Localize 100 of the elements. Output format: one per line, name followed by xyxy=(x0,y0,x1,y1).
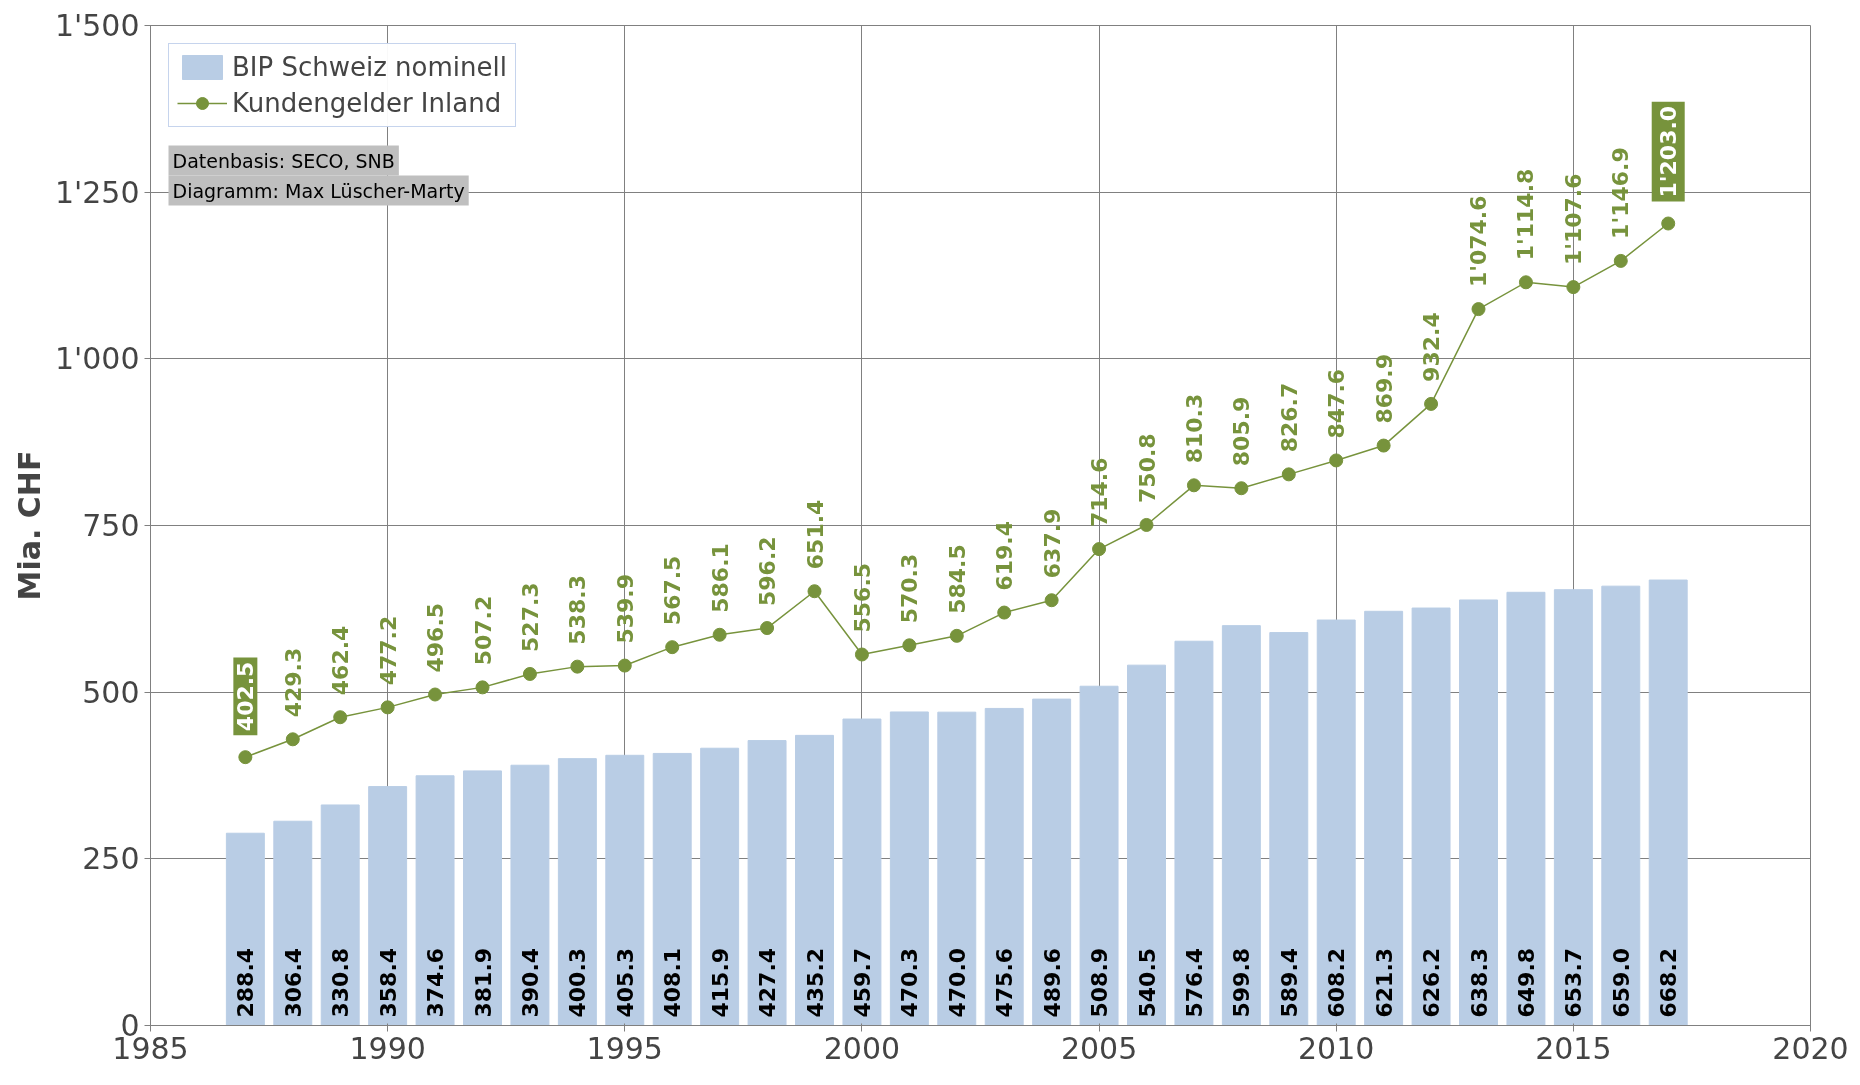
data-label: 1'107.6 xyxy=(1560,173,1586,266)
point xyxy=(333,710,348,725)
data-label: 638.3 xyxy=(1466,947,1492,1018)
bar xyxy=(1506,591,1546,1026)
data-label: 586.1 xyxy=(707,543,733,613)
data-label: 659.0 xyxy=(1608,947,1634,1018)
data-label: 508.9 xyxy=(1087,947,1113,1018)
data-label: 847.6 xyxy=(1324,368,1350,439)
bar xyxy=(273,820,313,1026)
bar xyxy=(889,711,929,1026)
bar xyxy=(225,832,265,1026)
data-label: 496.5 xyxy=(423,602,449,673)
data-label: 932.4 xyxy=(1419,312,1445,382)
data-label: 459.7 xyxy=(849,947,875,1018)
y-tick-label: 1'500 xyxy=(54,8,140,43)
data-label: 306.4 xyxy=(280,947,306,1018)
data-label: 599.8 xyxy=(1229,947,1255,1018)
data-label: 427.4 xyxy=(755,947,781,1018)
y-tick-label: 500 xyxy=(82,674,140,710)
bar xyxy=(747,740,787,1026)
data-label: 405.3 xyxy=(612,947,638,1018)
data-label: 869.9 xyxy=(1371,353,1397,424)
data-label: 668.2 xyxy=(1656,947,1682,1018)
point xyxy=(997,605,1012,620)
x-tick-label: 2010 xyxy=(1298,1030,1375,1066)
data-label: 435.2 xyxy=(802,947,828,1018)
data-label: 288.4 xyxy=(233,947,259,1018)
point xyxy=(238,750,253,765)
x-tick-label: 1990 xyxy=(349,1030,426,1066)
point xyxy=(1376,438,1391,453)
bar xyxy=(557,758,597,1026)
data-label: 584.5 xyxy=(944,544,970,614)
bar xyxy=(1411,607,1451,1026)
bar xyxy=(1174,640,1214,1026)
bar xyxy=(1648,579,1688,1026)
y-tick-label: 750 xyxy=(82,508,140,543)
data-label: 596.2 xyxy=(755,536,781,607)
data-label: 637.9 xyxy=(1039,508,1065,579)
bar xyxy=(415,775,455,1026)
point xyxy=(1613,253,1628,268)
point xyxy=(854,647,869,662)
bar xyxy=(1459,599,1498,1026)
point xyxy=(1092,542,1107,557)
data-label: 714.6 xyxy=(1087,457,1113,528)
annotation: Diagramm: Max Lüscher-Marty xyxy=(172,179,465,202)
bar xyxy=(937,711,977,1026)
y-tick-label: 1'250 xyxy=(54,174,140,210)
bar xyxy=(1269,632,1309,1026)
data-label: 538.3 xyxy=(565,575,591,645)
point xyxy=(902,638,917,653)
data-label: 527.3 xyxy=(517,582,543,652)
point xyxy=(1566,280,1581,295)
data-label: 1'074.6 xyxy=(1466,195,1491,288)
bar xyxy=(1032,698,1072,1026)
bar xyxy=(700,747,740,1026)
data-label: 402.5 xyxy=(233,661,259,732)
point xyxy=(380,700,395,715)
point xyxy=(1424,396,1439,411)
data-label: 507.2 xyxy=(470,595,496,666)
bar xyxy=(320,804,360,1026)
point xyxy=(712,627,727,642)
point xyxy=(1661,216,1676,231)
point xyxy=(1186,478,1201,493)
point xyxy=(1329,453,1344,468)
point xyxy=(1139,517,1154,532)
point xyxy=(428,687,443,702)
data-label: 330.8 xyxy=(328,947,354,1018)
data-label: 570.3 xyxy=(897,553,923,624)
data-label: 805.9 xyxy=(1229,396,1255,467)
y-axis-title: Mia. CHF xyxy=(11,450,47,601)
x-tick-label: 2005 xyxy=(1060,1030,1138,1066)
data-label: 621.3 xyxy=(1371,947,1397,1018)
bar xyxy=(1553,589,1593,1026)
data-label: 626.2 xyxy=(1419,947,1445,1018)
point xyxy=(1281,467,1296,482)
legend-label: Kundengelder Inland xyxy=(232,88,502,118)
data-label: 408.1 xyxy=(660,947,686,1018)
data-label: 489.6 xyxy=(1039,947,1065,1018)
data-label: 462.4 xyxy=(328,625,354,696)
bar xyxy=(1221,625,1261,1026)
annotation: Datenbasis: SECO, SNB xyxy=(172,149,395,172)
point xyxy=(807,584,822,599)
y-tick-label: 250 xyxy=(82,841,140,877)
point xyxy=(949,628,964,643)
bar xyxy=(842,718,882,1026)
x-tick-label: 2015 xyxy=(1535,1030,1612,1066)
data-label: 381.9 xyxy=(470,947,496,1018)
bar xyxy=(1364,610,1404,1026)
data-label: 429.3 xyxy=(280,647,306,718)
data-label: 539.9 xyxy=(612,573,638,644)
data-label: 567.5 xyxy=(660,555,686,626)
bar xyxy=(1127,664,1166,1026)
point xyxy=(1518,275,1533,290)
data-label: 589.4 xyxy=(1276,947,1302,1018)
bar xyxy=(510,764,550,1026)
bar xyxy=(795,734,834,1026)
data-label: 651.4 xyxy=(802,499,828,570)
data-label: 1'203.0 xyxy=(1655,105,1681,198)
y-tick-label: 1'000 xyxy=(54,341,140,377)
point xyxy=(522,666,537,681)
